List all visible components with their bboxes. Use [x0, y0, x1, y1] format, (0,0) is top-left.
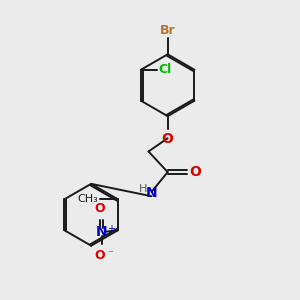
Text: N: N: [146, 186, 157, 200]
Text: O: O: [94, 249, 105, 262]
Text: +: +: [107, 224, 115, 234]
Text: O: O: [189, 165, 201, 179]
Text: H: H: [139, 184, 147, 194]
Text: Br: Br: [160, 24, 176, 37]
Text: N: N: [96, 225, 107, 239]
Text: Cl: Cl: [159, 63, 172, 76]
Text: O: O: [94, 202, 105, 215]
Text: O: O: [162, 132, 174, 146]
Text: ⁻: ⁻: [107, 249, 113, 260]
Text: CH₃: CH₃: [77, 194, 98, 204]
